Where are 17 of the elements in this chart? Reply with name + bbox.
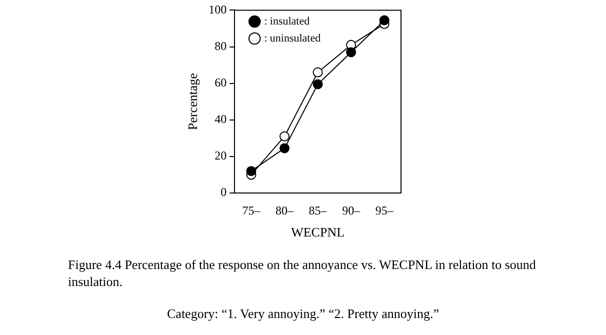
x-tick-label: 75– [242,203,262,218]
caption: Figure 4.4 Percentage of the response on the annoyance vs. WECPNL in relation to sound insulation. [68,256,537,290]
x-tick-label: 85– [308,203,328,218]
x-tick-label: 80– [276,203,295,218]
legend-label: : uninsulated [264,32,322,44]
legend-label: : insulated [264,15,310,28]
y-tick-label: 100 [208,2,227,16]
y-tick-label: 60 [214,75,227,90]
text: Category: “1. Very annoying.” “2. Pretty annoying.” [166,306,440,322]
y-axis-title: Percentage [185,72,200,130]
y-tick-label: 20 [214,148,227,163]
y-tick-label: 80 [214,38,227,53]
y-tick-label: 0 [220,185,227,200]
x-axis-title: WECPNL [291,224,345,240]
x-tick-label: 95– [375,203,394,218]
x-tick-label: 90– [342,203,362,218]
y-tick-label: 40 [214,112,227,126]
